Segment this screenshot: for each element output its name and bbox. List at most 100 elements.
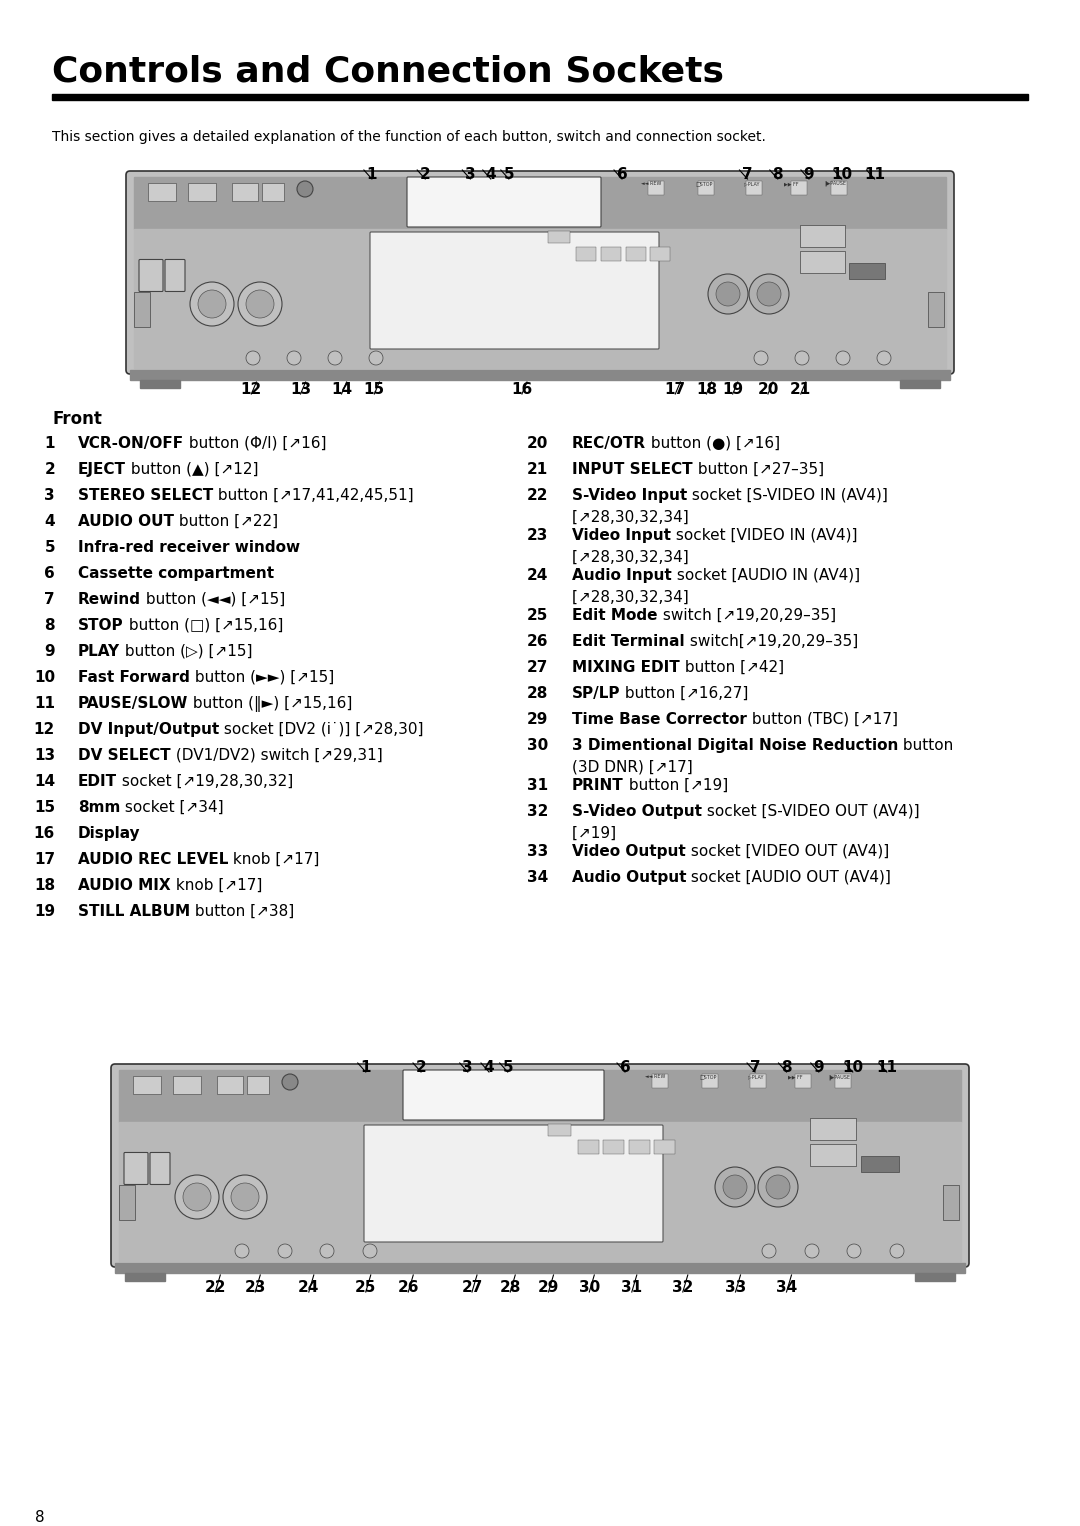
Circle shape bbox=[235, 1244, 249, 1257]
Text: 16: 16 bbox=[33, 826, 55, 841]
Text: 2: 2 bbox=[416, 1061, 427, 1074]
Bar bbox=[548, 1125, 571, 1135]
FancyBboxPatch shape bbox=[126, 171, 954, 374]
Text: switch[↗​19,20,29–35]: switch[↗​19,20,29–35] bbox=[685, 633, 858, 649]
Text: AUDIO REC LEVEL: AUDIO REC LEVEL bbox=[78, 852, 228, 867]
Text: 19: 19 bbox=[33, 903, 55, 919]
Circle shape bbox=[754, 351, 768, 365]
Text: button [↗​22]: button [↗​22] bbox=[174, 514, 279, 530]
Text: 12: 12 bbox=[241, 382, 262, 397]
Text: ◄◄ REW: ◄◄ REW bbox=[642, 182, 661, 186]
Text: (3D DNR) [↗​17]: (3D DNR) [↗​17] bbox=[572, 760, 692, 775]
Bar bbox=[52, 95, 1028, 101]
Text: button (□) [↗​15,16]: button (□) [↗​15,16] bbox=[123, 618, 283, 633]
Bar bbox=[603, 1140, 624, 1154]
Bar bbox=[119, 1184, 135, 1219]
Text: 17: 17 bbox=[33, 852, 55, 867]
Text: AUDIO MIX: AUDIO MIX bbox=[78, 877, 171, 893]
Text: 26: 26 bbox=[397, 1280, 419, 1296]
Circle shape bbox=[766, 1175, 789, 1199]
Bar bbox=[114, 1264, 966, 1273]
Text: 28: 28 bbox=[527, 687, 548, 700]
Text: Infra-red receiver window: Infra-red receiver window bbox=[78, 540, 300, 555]
Text: 4: 4 bbox=[484, 1061, 495, 1074]
Text: 10: 10 bbox=[842, 1061, 863, 1074]
Bar bbox=[800, 250, 845, 273]
Bar bbox=[548, 230, 570, 243]
Text: S-Video Input: S-Video Input bbox=[572, 488, 687, 504]
Text: Time Base Corrector: Time Base Corrector bbox=[572, 713, 747, 726]
Text: 27: 27 bbox=[461, 1280, 483, 1296]
Text: 8: 8 bbox=[44, 618, 55, 633]
Text: 8: 8 bbox=[781, 1061, 792, 1074]
Text: EDIT: EDIT bbox=[78, 774, 117, 789]
Text: 29: 29 bbox=[527, 713, 548, 726]
Text: socket [S-VIDEO OUT (AV4)]: socket [S-VIDEO OUT (AV4)] bbox=[702, 804, 920, 819]
Text: 18: 18 bbox=[33, 877, 55, 893]
Text: socket [↗​19,28,30,32]: socket [↗​19,28,30,32] bbox=[117, 774, 294, 789]
Text: [↗​28,30,32,34]: [↗​28,30,32,34] bbox=[572, 549, 689, 565]
Text: STEREO SELECT: STEREO SELECT bbox=[78, 488, 213, 504]
Text: socket [VIDEO OUT (AV4)]: socket [VIDEO OUT (AV4)] bbox=[686, 844, 889, 859]
Text: 3 Dimentional Digital Noise Reduction: 3 Dimentional Digital Noise Reduction bbox=[572, 739, 899, 752]
Text: REC/OTR: REC/OTR bbox=[572, 436, 646, 452]
Text: SP/LP: SP/LP bbox=[572, 687, 621, 700]
FancyBboxPatch shape bbox=[139, 259, 163, 291]
Text: 34: 34 bbox=[775, 1280, 797, 1296]
Circle shape bbox=[795, 351, 809, 365]
Circle shape bbox=[369, 351, 383, 365]
Bar bbox=[835, 1074, 851, 1088]
Text: This section gives a detailed explanation of the function of each button, switch: This section gives a detailed explanatio… bbox=[52, 130, 766, 143]
Text: 1: 1 bbox=[44, 436, 55, 452]
Bar bbox=[648, 182, 664, 195]
Text: Controls and Connection Sockets: Controls and Connection Sockets bbox=[52, 55, 724, 89]
Text: ◄◄ REW: ◄◄ REW bbox=[645, 1074, 665, 1079]
Text: 10: 10 bbox=[33, 670, 55, 685]
Text: ▷PLAY: ▷PLAY bbox=[744, 182, 759, 186]
Bar bbox=[795, 1074, 811, 1088]
Text: □STOP: □STOP bbox=[696, 182, 714, 186]
Bar bbox=[119, 1070, 961, 1122]
Bar bbox=[130, 369, 950, 380]
FancyBboxPatch shape bbox=[364, 1125, 663, 1242]
Text: 6: 6 bbox=[44, 566, 55, 581]
Bar bbox=[654, 1140, 675, 1154]
Circle shape bbox=[708, 275, 748, 314]
Text: 1: 1 bbox=[366, 166, 377, 182]
Text: Audio Output: Audio Output bbox=[572, 870, 687, 885]
Circle shape bbox=[762, 1244, 777, 1257]
Text: 11: 11 bbox=[876, 1061, 897, 1074]
Text: 30: 30 bbox=[579, 1280, 599, 1296]
Text: Rewind: Rewind bbox=[78, 592, 141, 607]
Text: 5: 5 bbox=[502, 1061, 513, 1074]
Text: 14: 14 bbox=[33, 774, 55, 789]
Text: 21: 21 bbox=[791, 382, 811, 397]
Circle shape bbox=[278, 1244, 292, 1257]
Text: Front: Front bbox=[52, 410, 102, 427]
Text: 4: 4 bbox=[44, 514, 55, 530]
Text: 13: 13 bbox=[33, 748, 55, 763]
Text: button (▲) [↗​12]: button (▲) [↗​12] bbox=[126, 462, 258, 478]
Circle shape bbox=[287, 351, 301, 365]
Bar bbox=[943, 1184, 959, 1219]
Text: Fast Forward: Fast Forward bbox=[78, 670, 190, 685]
Text: button [↗​19]: button [↗​19] bbox=[624, 778, 728, 794]
Text: 34: 34 bbox=[527, 870, 548, 885]
Text: 30: 30 bbox=[527, 739, 548, 752]
Bar bbox=[119, 1122, 961, 1260]
Text: Audio Input: Audio Input bbox=[572, 568, 672, 583]
Text: button (TBC) [↗​17]: button (TBC) [↗​17] bbox=[747, 713, 897, 726]
Circle shape bbox=[222, 1175, 267, 1219]
Text: knob [↗​17]: knob [↗​17] bbox=[171, 877, 262, 893]
FancyBboxPatch shape bbox=[403, 1070, 604, 1120]
Bar bbox=[134, 291, 150, 327]
Text: 13: 13 bbox=[291, 382, 311, 397]
FancyBboxPatch shape bbox=[124, 1152, 148, 1184]
Circle shape bbox=[246, 351, 260, 365]
Text: 8mm: 8mm bbox=[78, 800, 120, 815]
Text: socket [S-VIDEO IN (AV4)]: socket [S-VIDEO IN (AV4)] bbox=[687, 488, 888, 504]
Text: button [↗​27–35]: button [↗​27–35] bbox=[692, 462, 824, 478]
Text: (DV1/DV2) switch [↗​29,31]: (DV1/DV2) switch [↗​29,31] bbox=[171, 748, 382, 763]
Text: socket [↗​34]: socket [↗​34] bbox=[120, 800, 224, 815]
Text: 5: 5 bbox=[44, 540, 55, 555]
